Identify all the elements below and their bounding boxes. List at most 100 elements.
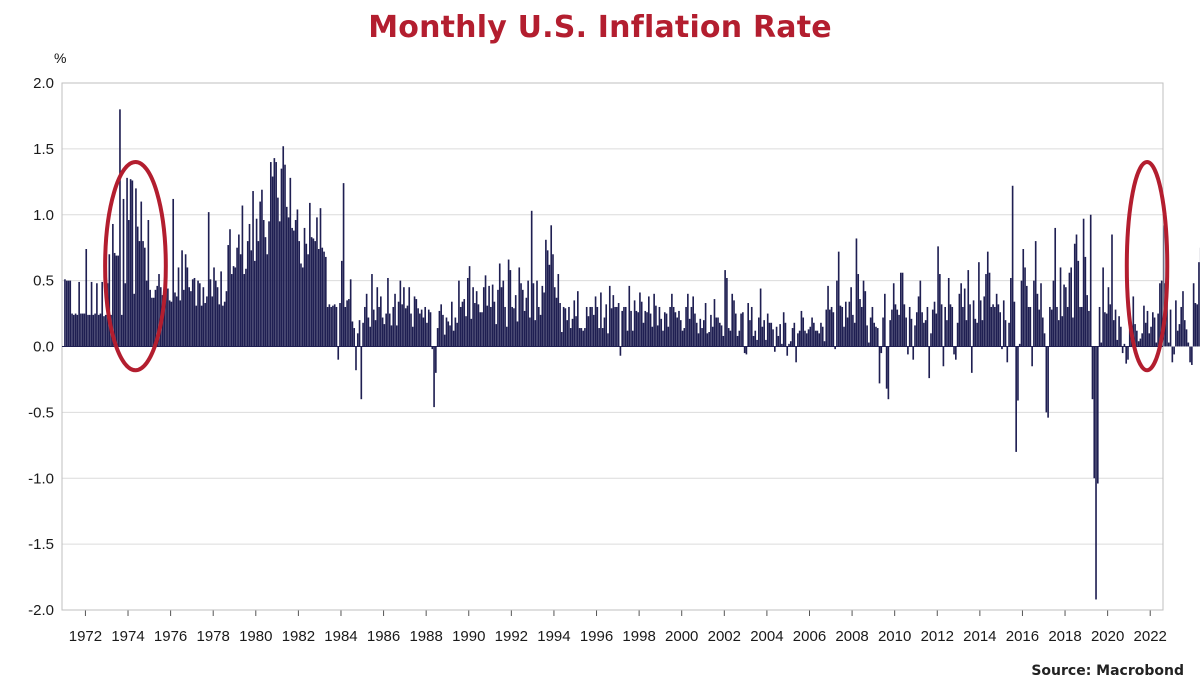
bar xyxy=(887,346,890,400)
bar xyxy=(685,306,687,347)
x-tick-label: 2002 xyxy=(708,628,741,645)
bar xyxy=(64,279,66,347)
bar xyxy=(390,325,393,347)
bar xyxy=(1189,346,1191,363)
bar xyxy=(211,296,214,347)
y-axis-tick-labels: 2.0 1.5 1.0 0.5 0.0 -0.5 -1.0 -1.5 -2.0 xyxy=(28,75,54,619)
bar xyxy=(323,251,325,347)
x-tick-label: 2014 xyxy=(963,628,996,645)
bar xyxy=(784,322,787,347)
bar xyxy=(482,287,485,347)
bar xyxy=(1034,241,1037,347)
source-note: Source: Macrobond xyxy=(1031,663,1184,679)
bar xyxy=(230,274,233,347)
bar xyxy=(335,306,338,347)
bar xyxy=(1128,326,1131,347)
bar xyxy=(1183,320,1186,347)
bar xyxy=(1196,304,1198,347)
bar xyxy=(962,306,964,347)
bar xyxy=(443,334,446,347)
bar xyxy=(951,306,954,347)
bar xyxy=(814,330,817,347)
bar xyxy=(168,300,171,347)
bar xyxy=(1105,313,1108,347)
bar xyxy=(853,322,856,347)
bar xyxy=(518,267,521,347)
x-tick-label: 1992 xyxy=(495,628,528,645)
bar xyxy=(777,335,780,347)
bar xyxy=(248,223,251,347)
bar xyxy=(497,289,499,347)
bar xyxy=(394,293,396,347)
bar xyxy=(113,252,116,347)
highlight-ellipse xyxy=(1124,160,1170,373)
bar xyxy=(1096,346,1099,484)
bar xyxy=(395,325,398,347)
bar xyxy=(969,304,971,347)
bar xyxy=(1013,301,1016,347)
bar xyxy=(197,280,199,347)
x-tick-label: 1974 xyxy=(111,628,144,645)
bar xyxy=(731,293,734,347)
y-tick-label: 1.0 xyxy=(33,207,54,224)
bar xyxy=(830,306,833,347)
bar xyxy=(614,306,616,347)
bar xyxy=(520,283,522,347)
bar xyxy=(252,191,254,347)
bar xyxy=(697,333,700,347)
bar xyxy=(525,297,528,347)
bar xyxy=(798,330,801,347)
bar xyxy=(981,320,984,347)
bar xyxy=(406,305,409,347)
bar xyxy=(640,301,643,347)
bar xyxy=(353,328,356,347)
bar xyxy=(947,277,950,347)
bar xyxy=(596,306,599,347)
bar xyxy=(1068,272,1071,347)
bar xyxy=(644,310,647,347)
bar xyxy=(225,291,228,347)
bar xyxy=(229,229,231,347)
bar xyxy=(122,198,125,347)
bar xyxy=(1191,346,1193,365)
bar xyxy=(193,277,196,347)
bar xyxy=(285,206,288,347)
bar xyxy=(545,239,547,347)
bar xyxy=(1059,267,1062,347)
bar xyxy=(344,306,347,347)
bar xyxy=(1020,280,1023,347)
bar xyxy=(128,220,130,347)
bar xyxy=(562,306,565,347)
bar xyxy=(967,270,970,347)
bar xyxy=(1146,310,1149,347)
bar xyxy=(850,287,852,347)
bar xyxy=(1088,310,1090,347)
bar xyxy=(589,306,592,347)
bar xyxy=(1065,287,1067,347)
bar xyxy=(720,325,723,347)
bar xyxy=(594,296,597,347)
bar xyxy=(133,293,135,347)
bar xyxy=(1075,234,1078,347)
bar xyxy=(254,260,256,347)
bar xyxy=(325,256,327,347)
bar xyxy=(112,223,114,347)
bar xyxy=(557,274,560,347)
bar xyxy=(97,314,100,347)
bar xyxy=(307,254,309,347)
bar xyxy=(321,247,324,347)
bar xyxy=(1054,227,1057,347)
bar xyxy=(724,270,726,347)
bar xyxy=(177,267,180,347)
bar xyxy=(884,293,886,347)
bar xyxy=(236,247,238,347)
bar xyxy=(136,226,139,347)
bar xyxy=(277,197,279,347)
bar xyxy=(523,310,526,347)
bar xyxy=(124,283,127,347)
bar xyxy=(868,342,870,347)
bar xyxy=(1139,338,1142,347)
bar xyxy=(1086,295,1088,347)
bar xyxy=(340,260,343,347)
bar xyxy=(678,310,680,347)
